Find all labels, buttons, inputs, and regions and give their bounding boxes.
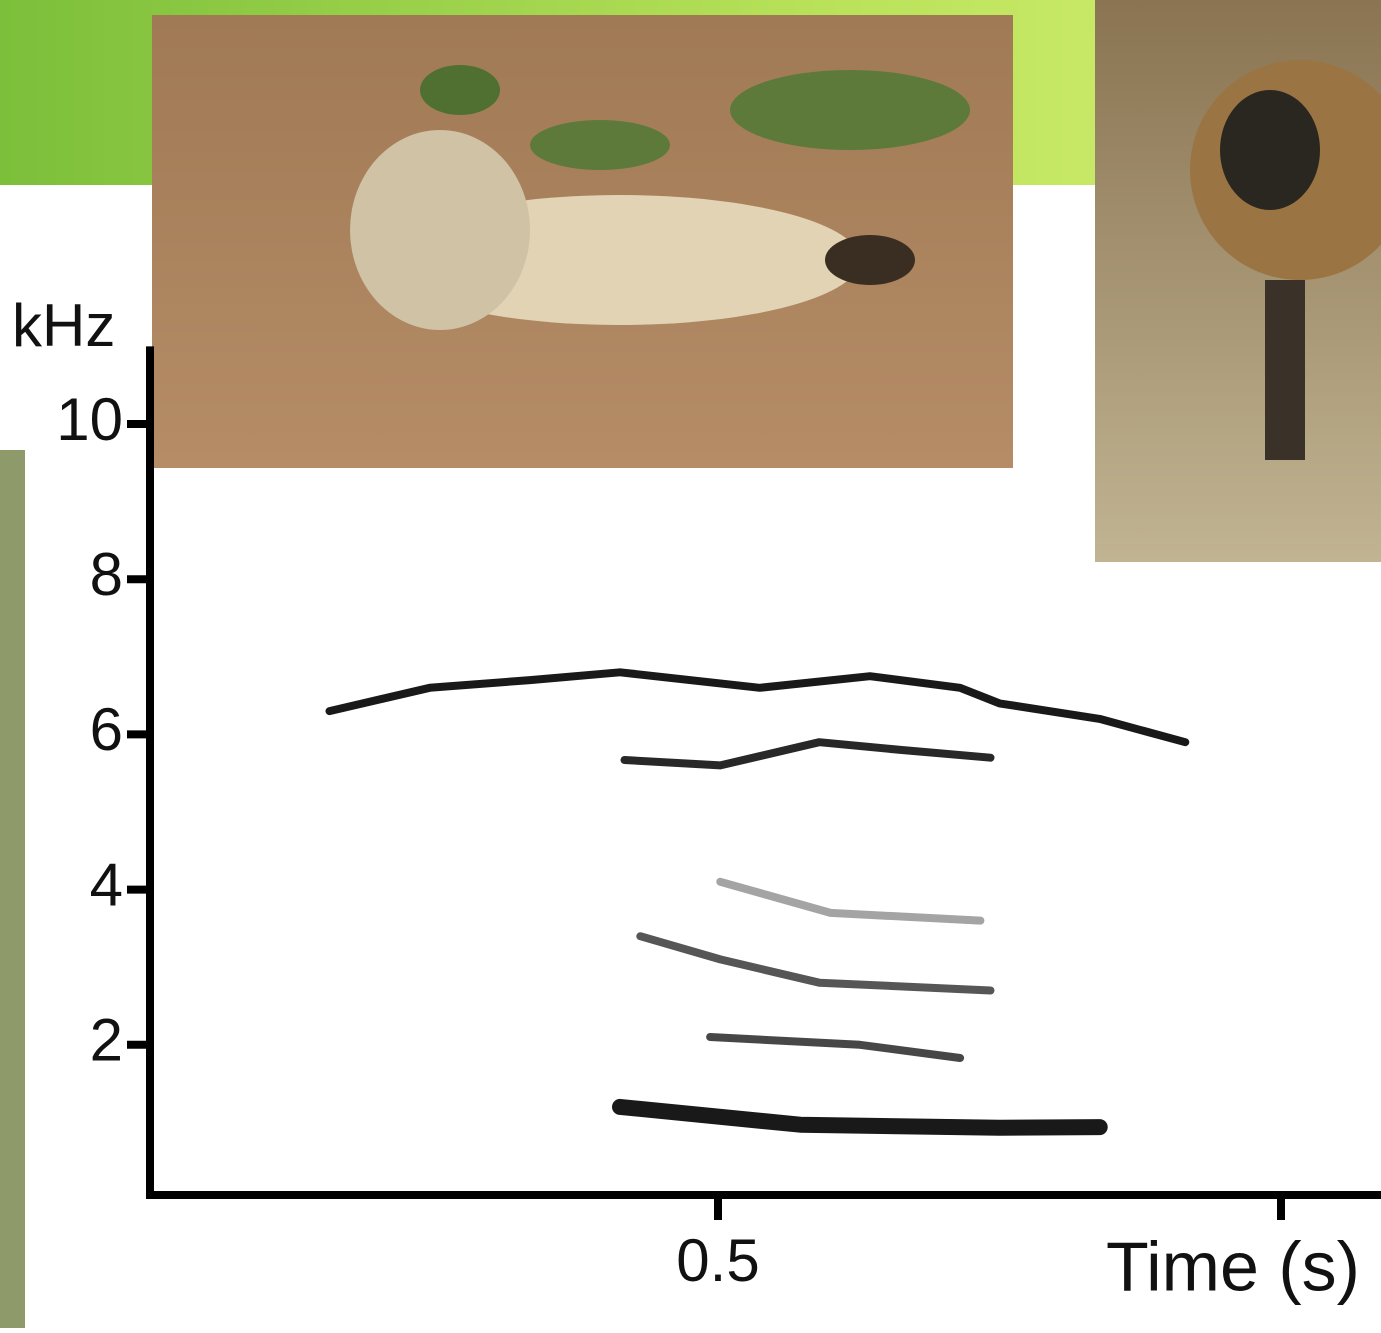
y-tick-label: 10: [56, 386, 123, 453]
harmonic-contour: [620, 1107, 1100, 1128]
y-tick-label: 8: [90, 541, 123, 608]
harmonic-contour: [330, 672, 1186, 742]
y-axis-label: kHz: [12, 292, 115, 359]
wolf-photo: [152, 15, 1013, 468]
harmonic-contour: [640, 936, 990, 990]
side-photo: [0, 450, 25, 1328]
harmonic-contour: [720, 882, 980, 921]
harmonic-contour: [625, 742, 991, 765]
y-tick-label: 4: [90, 851, 123, 918]
x-axis-label: Time (s): [1106, 1227, 1360, 1305]
x-tick-label: 0.5: [676, 1227, 759, 1294]
y-tick-label: 6: [90, 696, 123, 763]
harmonic-contour: [710, 1037, 960, 1058]
chart: kHz Time (s) 2 4 6 8 10 0.5: [0, 0, 1381, 1328]
dog-photo: [1095, 0, 1381, 562]
y-tick-label: 2: [90, 1007, 123, 1074]
